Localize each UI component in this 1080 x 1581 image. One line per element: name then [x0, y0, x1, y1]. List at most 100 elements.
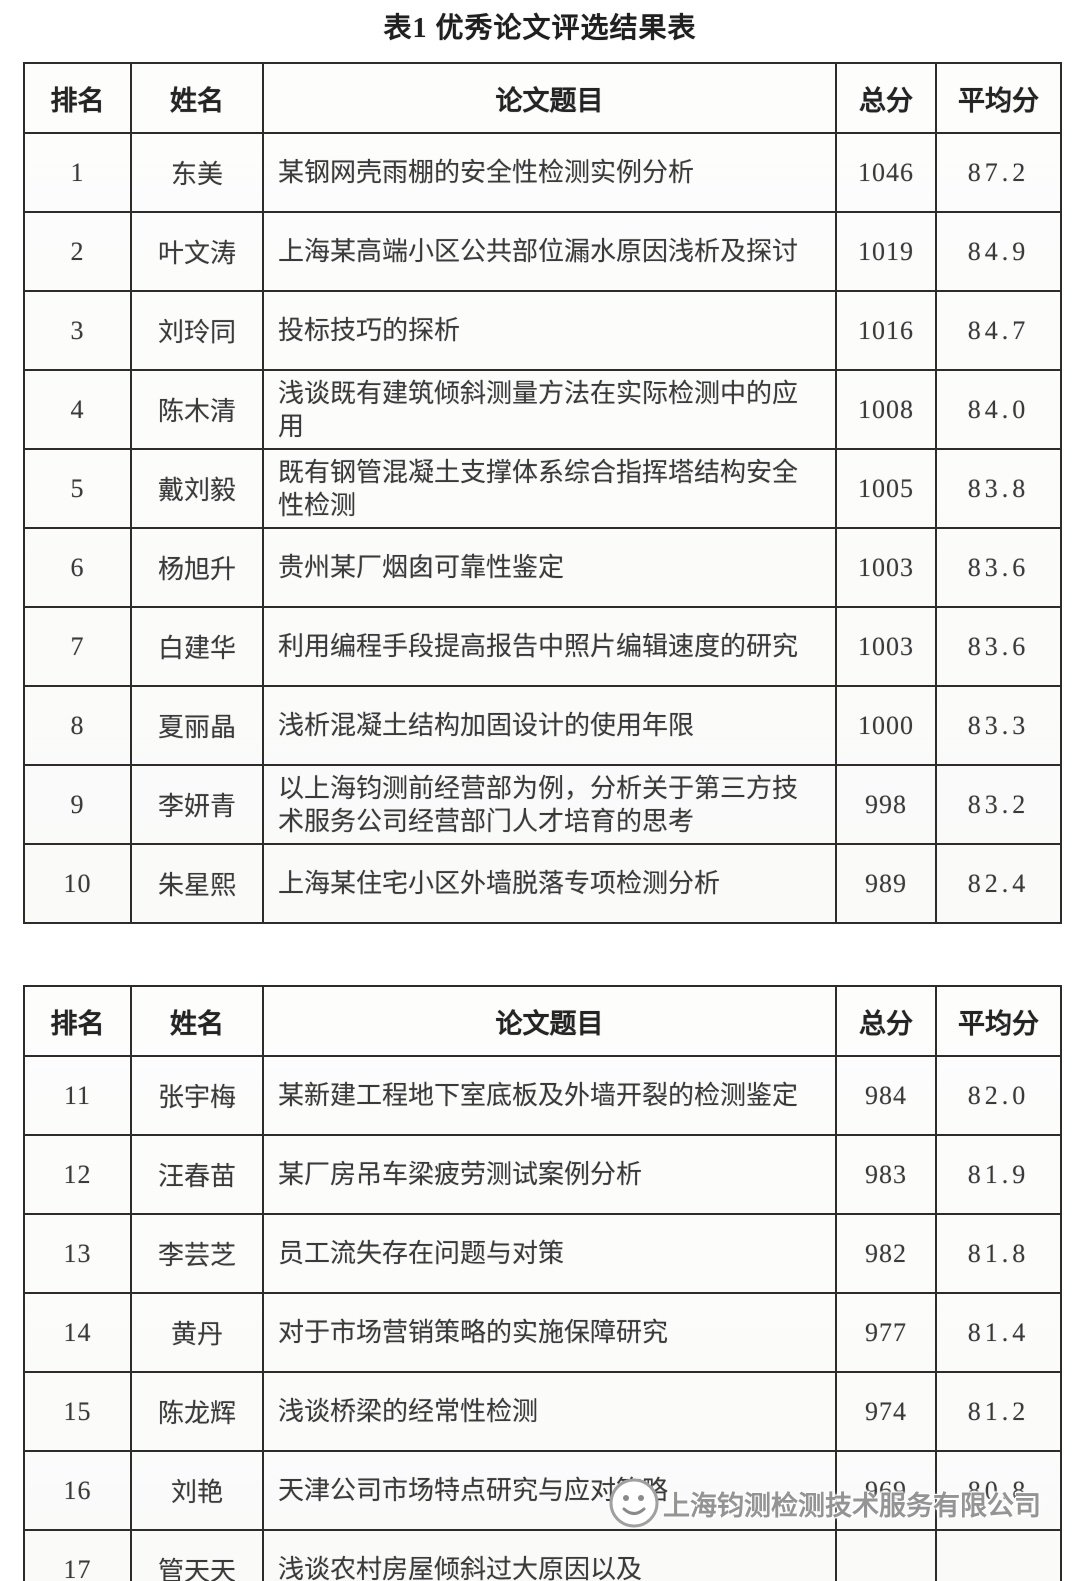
table-row: 2 叶文涛 上海某高端小区公共部位漏水原因浅析及探讨 1019 84.9: [23, 211, 1062, 292]
total-score-cell: 1019: [835, 211, 937, 292]
table-row: 1 东美 某钢网壳雨棚的安全性检测实例分析 1046 87.2: [23, 132, 1062, 213]
column-header-title: 论文题目: [262, 62, 837, 134]
name-cell: 杨旭升: [130, 527, 264, 608]
table-body-top: 1 东美 某钢网壳雨棚的安全性检测实例分析 1046 87.2 2 叶文涛 上海…: [23, 132, 1062, 924]
avg-score-cell: 84.7: [935, 290, 1062, 371]
paper-title-cell: 浅谈桥梁的经常性检测: [262, 1371, 837, 1452]
table-row: 17 管天天 浅谈农村房屋倾斜过大原因以及: [23, 1529, 1062, 1581]
table-row: 7 白建华 利用编程手段提高报告中照片编辑速度的研究 1003 83.6: [23, 606, 1062, 687]
name-cell: 白建华: [130, 606, 264, 687]
total-score-cell: 1046: [835, 132, 937, 213]
avg-score-cell: 83.6: [935, 527, 1062, 608]
total-score-cell: 982: [835, 1213, 937, 1294]
table-row: 4 陈木清 浅谈既有建筑倾斜测量方法在实际检测中的应用 1008 84.0: [23, 369, 1062, 450]
total-score-cell: 1008: [835, 369, 937, 450]
header-row: 排名 姓名 论文题目 总分 平均分: [23, 62, 1062, 134]
header-row: 排名 姓名 论文题目 总分 平均分: [23, 985, 1062, 1057]
paper-title-cell: 贵州某厂烟囱可靠性鉴定: [262, 527, 837, 608]
rank-cell: 6: [23, 527, 132, 608]
avg-score-cell: 82.4: [935, 843, 1062, 924]
name-cell: 黄丹: [130, 1292, 264, 1373]
paper-title-cell: 某厂房吊车梁疲劳测试案例分析: [262, 1134, 837, 1215]
rank-cell: 17: [23, 1529, 132, 1581]
rank-cell: 12: [23, 1134, 132, 1215]
rank-cell: 11: [23, 1055, 132, 1136]
name-cell: 朱星熙: [130, 843, 264, 924]
rank-cell: 16: [23, 1450, 132, 1531]
name-cell: 李妍青: [130, 764, 264, 845]
column-header-rank: 排名: [23, 62, 132, 134]
table-row: 6 杨旭升 贵州某厂烟囱可靠性鉴定 1003 83.6: [23, 527, 1062, 608]
paper-title-cell: 天津公司市场特点研究与应对策略: [262, 1450, 837, 1531]
avg-score-cell: 81.2: [935, 1371, 1062, 1452]
column-header-name: 姓名: [130, 985, 264, 1057]
avg-score-cell: 83.2: [935, 764, 1062, 845]
name-cell: 东美: [130, 132, 264, 213]
table-row: 10 朱星熙 上海某住宅小区外墙脱落专项检测分析 989 82.4: [23, 843, 1062, 924]
total-score-cell: 1000: [835, 685, 937, 766]
paper-title-cell: 对于市场营销策略的实施保障研究: [262, 1292, 837, 1373]
table-row: 3 刘玲同 投标技巧的探析 1016 84.7: [23, 290, 1062, 371]
rank-cell: 14: [23, 1292, 132, 1373]
name-cell: 汪春苗: [130, 1134, 264, 1215]
table-row: 8 夏丽晶 浅析混凝土结构加固设计的使用年限 1000 83.3: [23, 685, 1062, 766]
total-score-cell: 969: [835, 1450, 937, 1531]
avg-score-cell: 80.8: [935, 1450, 1062, 1531]
avg-score-cell: [935, 1529, 1062, 1581]
table-row: 15 陈龙辉 浅谈桥梁的经常性检测 974 81.2: [23, 1371, 1062, 1452]
avg-score-cell: 81.9: [935, 1134, 1062, 1215]
name-cell: 张宇梅: [130, 1055, 264, 1136]
paper-title-cell: 利用编程手段提高报告中照片编辑速度的研究: [262, 606, 837, 687]
column-header-title: 论文题目: [262, 985, 837, 1057]
paper-title-cell: 以上海钧测前经营部为例，分析关于第三方技术服务公司经营部门人才培育的思考: [262, 764, 837, 845]
column-header-name: 姓名: [130, 62, 264, 134]
rank-cell: 3: [23, 290, 132, 371]
table-row: 5 戴刘毅 既有钢管混凝土支撑体系综合指挥塔结构安全性检测 1005 83.8: [23, 448, 1062, 529]
name-cell: 刘玲同: [130, 290, 264, 371]
total-score-cell: 1003: [835, 527, 937, 608]
rank-cell: 1: [23, 132, 132, 213]
paper-title-cell: 某钢网壳雨棚的安全性检测实例分析: [262, 132, 837, 213]
avg-score-cell: 84.0: [935, 369, 1062, 450]
avg-score-cell: 83.8: [935, 448, 1062, 529]
column-header-rank: 排名: [23, 985, 132, 1057]
column-header-average: 平均分: [935, 985, 1062, 1057]
total-score-cell: [835, 1529, 937, 1581]
table-body-bottom: 11 张宇梅 某新建工程地下室底板及外墙开裂的检测鉴定 984 82.0 12 …: [23, 1055, 1062, 1581]
table-row: 9 李妍青 以上海钧测前经营部为例，分析关于第三方技术服务公司经营部门人才培育的…: [23, 764, 1062, 845]
total-score-cell: 1005: [835, 448, 937, 529]
paper-title-cell: 浅谈既有建筑倾斜测量方法在实际检测中的应用: [262, 369, 837, 450]
name-cell: 陈木清: [130, 369, 264, 450]
avg-score-cell: 87.2: [935, 132, 1062, 213]
avg-score-cell: 81.4: [935, 1292, 1062, 1373]
total-score-cell: 998: [835, 764, 937, 845]
name-cell: 陈龙辉: [130, 1371, 264, 1452]
total-score-cell: 977: [835, 1292, 937, 1373]
rank-cell: 15: [23, 1371, 132, 1452]
avg-score-cell: 81.8: [935, 1213, 1062, 1294]
name-cell: 刘艳: [130, 1450, 264, 1531]
paper-title-cell: 投标技巧的探析: [262, 290, 837, 371]
table-row: 16 刘艳 天津公司市场特点研究与应对策略 969 80.8: [23, 1450, 1062, 1531]
rank-cell: 13: [23, 1213, 132, 1294]
rank-cell: 4: [23, 369, 132, 450]
avg-score-cell: 83.6: [935, 606, 1062, 687]
name-cell: 叶文涛: [130, 211, 264, 292]
results-table-rank-1-10: 排名 姓名 论文题目 总分 平均分 1 东美 某钢网壳雨棚的安全性检测实例分析 …: [23, 62, 1062, 924]
paper-title-cell: 员工流失存在问题与对策: [262, 1213, 837, 1294]
results-table-rank-11-17: 排名 姓名 论文题目 总分 平均分 11 张宇梅 某新建工程地下室底板及外墙开裂…: [23, 985, 1062, 1581]
rank-cell: 2: [23, 211, 132, 292]
table-row: 14 黄丹 对于市场营销策略的实施保障研究 977 81.4: [23, 1292, 1062, 1373]
paper-title-cell: 上海某住宅小区外墙脱落专项检测分析: [262, 843, 837, 924]
name-cell: 夏丽晶: [130, 685, 264, 766]
table-row: 13 李芸芝 员工流失存在问题与对策 982 81.8: [23, 1213, 1062, 1294]
rank-cell: 9: [23, 764, 132, 845]
rank-cell: 8: [23, 685, 132, 766]
paper-title-cell: 既有钢管混凝土支撑体系综合指挥塔结构安全性检测: [262, 448, 837, 529]
total-score-cell: 1016: [835, 290, 937, 371]
table-row: 11 张宇梅 某新建工程地下室底板及外墙开裂的检测鉴定 984 82.0: [23, 1055, 1062, 1136]
rank-cell: 7: [23, 606, 132, 687]
rank-cell: 5: [23, 448, 132, 529]
paper-title-cell: 某新建工程地下室底板及外墙开裂的检测鉴定: [262, 1055, 837, 1136]
